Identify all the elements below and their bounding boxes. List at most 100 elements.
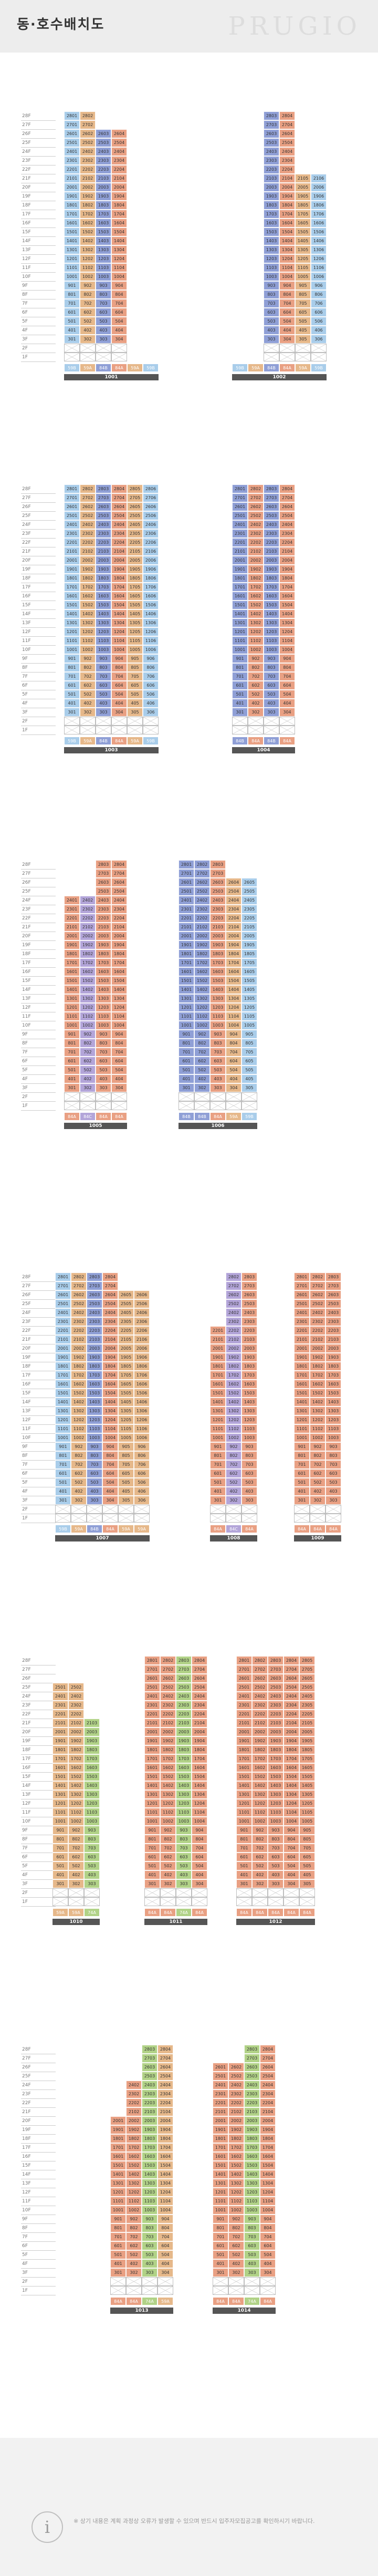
unit-cell: 1703 [142,2143,158,2152]
unit-cell: 503 [210,1065,226,1074]
unit-cell: 1902 [228,2125,244,2134]
unit-cell: 2603 [210,878,226,887]
unit-cell: 2702 [248,493,264,502]
floor-label: 8F [22,1453,28,1458]
unit-cell: 404 [260,2259,276,2268]
unit-cell: 403 [210,1074,226,1083]
unit-cell: 2302 [160,1701,176,1710]
unit-cell: 1405 [295,236,311,245]
unit-cell: 1804 [279,574,295,583]
unit-cell: 1403 [264,236,279,245]
unit-cell: 2801 [294,1273,310,1281]
unit-type-label: 84A [213,2297,228,2305]
unit-cell: 1501 [213,2161,228,2170]
unit-cell: 304 [111,335,127,344]
unit-cell: 1103 [176,1808,192,1817]
unit-cell: 2203 [244,2098,260,2107]
unit-cell: 2704 [158,2054,173,2063]
floor-label: 16F [22,221,31,226]
floor-divider [21,627,56,628]
unit-cell: 1204 [279,627,295,636]
unit-cell: 502 [80,317,96,326]
unit-cell: 2501 [213,2072,228,2081]
unit-cell: 2802 [160,1656,176,1665]
floor-label: 24F [22,1310,31,1316]
unit-cell: 303 [176,1879,192,1888]
unit-cell: 1803 [96,574,111,583]
unit-cell: 503 [242,1478,257,1487]
unit-cell: 602 [160,1853,176,1861]
floor-divider [21,2134,56,2135]
unit-cell: 303 [84,1879,100,1888]
unit-cell: 1201 [210,1415,226,1424]
pilotis-cell [264,344,279,353]
unit-cell: 1001 [64,1021,80,1030]
unit-cell: 1903 [96,565,111,574]
unit-type-label: 74A [244,2297,260,2305]
unit-cell: 1201 [64,1003,80,1012]
floor-label: 6F [22,2243,28,2249]
unit-cell: 2603 [176,1674,192,1683]
unit-cell: 1202 [80,254,96,263]
unit-cell: 701 [64,299,80,308]
unit-cell: 2503 [96,511,111,520]
unit-cell: 702 [126,2232,142,2241]
pilotis-cell [176,1888,192,1897]
unit-cell: 701 [64,672,80,681]
unit-cell: 403 [264,699,279,708]
unit-cell: 602 [80,1057,96,1065]
unit-cell: 1505 [299,1772,315,1781]
unit-cell: 306 [311,335,327,344]
unit-cell: 1204 [111,627,127,636]
unit-cell: 2004 [158,2116,173,2125]
pilotis-cell [176,1897,192,1906]
unit-cell: 301 [64,708,80,717]
unit-cell: 2605 [242,878,257,887]
unit-cell: 1603 [210,967,226,976]
unit-cell: 1002 [80,272,96,281]
pilotis-cell [244,2277,260,2286]
unit-cell: 302 [252,1879,268,1888]
unit-cell: 1602 [160,1763,176,1772]
unit-cell: 2305 [118,1317,134,1326]
building-number-bar: 1007 [55,1535,150,1542]
unit-cell: 1503 [268,1772,284,1781]
unit-cell: 1303 [142,2179,158,2188]
unit-cell: 2301 [52,1701,68,1710]
unit-cell: 2701 [294,1281,310,1290]
unit-cell: 1604 [111,219,127,227]
unit-cell: 1803 [244,2134,260,2143]
unit-cell: 2402 [228,2081,244,2089]
unit-cell: 2402 [80,896,96,905]
unit-cell: 1802 [80,201,96,210]
pilotis-cell [299,1897,315,1906]
unit-cell: 1302 [80,994,96,1003]
unit-cell: 1601 [144,1763,160,1772]
unit-cell: 703 [176,1844,192,1853]
unit-cell: 402 [194,1074,210,1083]
floor-divider [21,2125,56,2126]
unit-cell: 1704 [279,210,295,219]
unit-cell: 605 [299,1853,315,1861]
unit-cell: 301 [294,1496,310,1505]
unit-cell: 1403 [142,2170,158,2179]
unit-cell: 2401 [178,896,194,905]
unit-cell: 2201 [55,1326,71,1335]
floor-label: 13F [22,2181,31,2186]
unit-cell: 403 [268,1870,284,1879]
floor-label: 22F [22,2101,31,2106]
floor-label: 12F [22,629,31,635]
unit-cell: 604 [279,681,295,690]
unit-cell: 2003 [96,183,111,192]
unit-cell: 702 [71,1460,87,1469]
floor-label: 3F [22,2270,28,2275]
unit-cell: 302 [310,1496,326,1505]
unit-cell: 505 [242,1065,257,1074]
unit-cell: 2103 [264,174,279,183]
unit-cell: 2201 [64,914,80,923]
unit-cell: 2404 [192,1692,207,1701]
unit-cell: 2003 [264,183,279,192]
unit-cell: 1304 [192,1790,207,1799]
unit-cell: 704 [226,1048,242,1057]
unit-cell: 2703 [96,493,111,502]
